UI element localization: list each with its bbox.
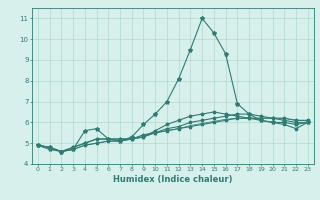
X-axis label: Humidex (Indice chaleur): Humidex (Indice chaleur) [113,175,233,184]
